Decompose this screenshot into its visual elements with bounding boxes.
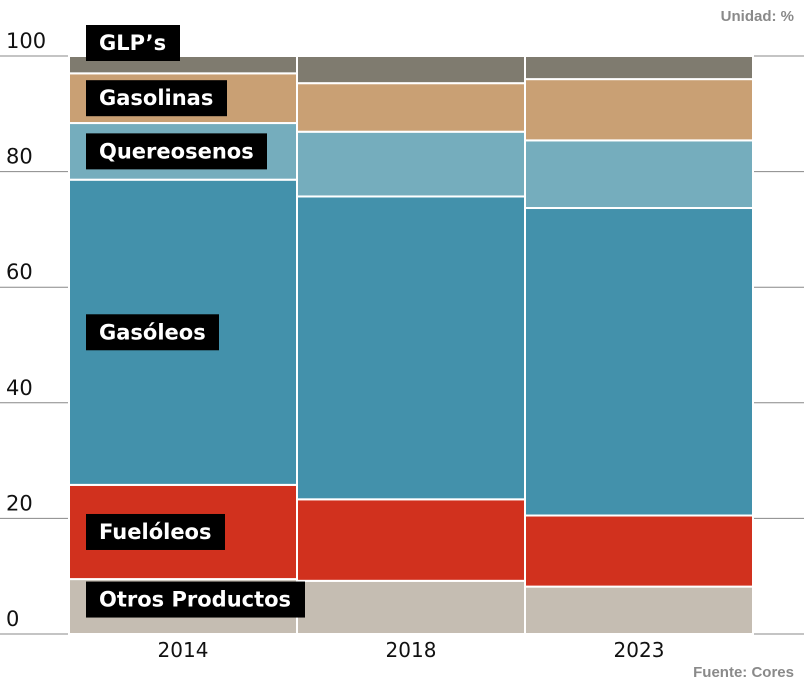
bar-segment-glp-2018 xyxy=(296,55,526,85)
x-tick-label: 2014 xyxy=(158,638,209,662)
series-label-text: GLP’s xyxy=(99,31,166,55)
series-label-box xyxy=(86,581,305,618)
bar-segment-gasolinas-2018 xyxy=(296,82,526,133)
bar-segment-gasoleos-2023 xyxy=(524,207,754,517)
y-tick-label: 80 xyxy=(6,145,33,169)
bar-segment-querosenos-2018 xyxy=(296,130,526,198)
x-axis: 2014 2018 2023 xyxy=(158,638,665,662)
series-label-text: Gasolinas xyxy=(99,86,213,110)
series-label-glp: GLP’s xyxy=(86,25,180,61)
y-tick-label: 20 xyxy=(6,491,33,515)
bar-segment-glp-2023 xyxy=(524,55,754,81)
bars-layer xyxy=(68,55,754,636)
bar-segment-otros-2023 xyxy=(524,585,754,636)
y-tick-label: 60 xyxy=(6,260,33,284)
y-tick-label: 100 xyxy=(6,29,46,53)
unit-note: Unidad: % xyxy=(721,8,794,25)
bar-segment-gasoleos-2018 xyxy=(296,195,526,501)
series-label-text: Gasóleos xyxy=(99,320,206,344)
series-label-box xyxy=(86,25,180,61)
series-label-text: Otros Productos xyxy=(99,588,291,612)
series-labels: Otros Productos Fuelóleos Gasóleos Quereose… xyxy=(86,25,305,618)
bar-segment-otros-2018 xyxy=(296,579,526,635)
series-label-text: Quereosenos xyxy=(99,139,254,163)
y-axis: 0 20 40 60 80 100 xyxy=(6,29,46,631)
bar-segment-querosenos-2023 xyxy=(524,139,754,210)
series-label-box xyxy=(86,80,227,117)
y-tick-label: 0 xyxy=(6,607,19,631)
x-tick-label: 2018 xyxy=(386,638,437,662)
series-label-box xyxy=(86,513,225,550)
y-tick-label: 40 xyxy=(6,376,33,400)
series-label-box xyxy=(86,314,219,351)
series-label-gasolinas: Gasolinas xyxy=(86,80,227,117)
bar-segment-fueloleos-2023 xyxy=(524,514,754,588)
series-label-gasoleos: Gasóleos xyxy=(86,314,219,351)
series-label-querosenos: Quereosenos xyxy=(86,133,267,170)
x-tick-label: 2023 xyxy=(614,638,665,662)
series-label-box xyxy=(86,133,267,170)
bar-segment-fueloleos-2018 xyxy=(296,498,526,582)
series-label-text: Fuelóleos xyxy=(99,520,212,544)
series-label-fueloleos: Fuelóleos xyxy=(86,513,225,550)
series-label-otros: Otros Productos xyxy=(86,581,305,618)
source-note: Fuente: Cores xyxy=(693,664,794,681)
bar-segment-gasolinas-2023 xyxy=(524,78,754,142)
